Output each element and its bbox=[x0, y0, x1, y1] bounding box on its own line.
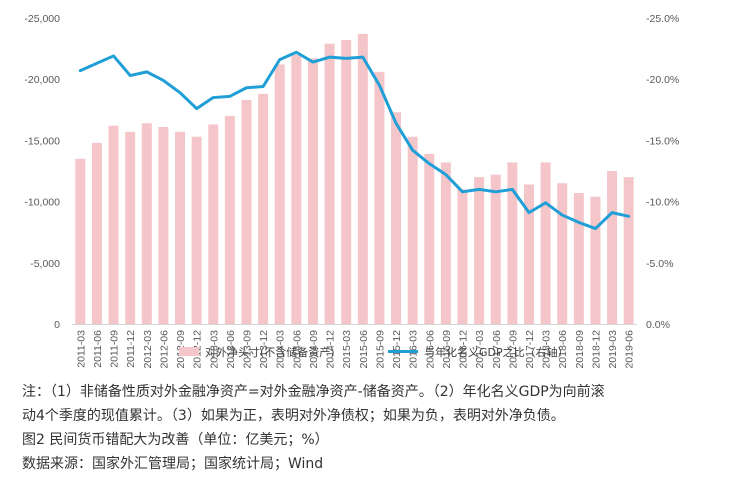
x-tick-label: 2012-06 bbox=[158, 330, 170, 369]
right-tick-label: -25.0% bbox=[646, 13, 679, 25]
legend-label-line: 与年化名义GDP之比（右轴） bbox=[424, 345, 569, 359]
data-source: 数据来源：国家外汇管理局；国家统计局；Wind bbox=[22, 456, 324, 472]
x-tick-label: 2012-03 bbox=[142, 330, 154, 369]
x-tick-label: 2018-03 bbox=[541, 330, 553, 369]
x-tick-label: 2013-09 bbox=[242, 330, 254, 369]
bar-2016-03 bbox=[407, 136, 418, 324]
x-tick-label: 2016-06 bbox=[424, 330, 436, 369]
x-tick-label: 2011-06 bbox=[92, 330, 104, 368]
left-tick-label: -5,000 bbox=[30, 258, 60, 270]
bar-2015-06 bbox=[357, 33, 368, 324]
bar-2012-06 bbox=[158, 126, 169, 324]
bar-2015-03 bbox=[341, 40, 352, 324]
note-line-1: 注：（1）非储备性质对外金融净资产=对外金融净资产-储备资产。（2）年化名义GD… bbox=[22, 384, 605, 400]
bar-2017-06 bbox=[490, 174, 501, 324]
bar-2017-12 bbox=[523, 184, 534, 324]
right-tick-label: -5.0% bbox=[646, 258, 673, 270]
line-series-ratio bbox=[78, 50, 631, 231]
x-tick-label: 2016-03 bbox=[408, 330, 420, 369]
bar-2018-12 bbox=[590, 196, 601, 324]
x-tick-label: 2019-03 bbox=[607, 330, 619, 369]
bar-2012-09 bbox=[175, 131, 186, 324]
x-tick-label: 2018-09 bbox=[574, 330, 586, 369]
right-axis-ticks: -25.0% -20.0% -15.0% -10.0% -5.0% 0.0% bbox=[646, 13, 679, 331]
x-tick-label: 2014-06 bbox=[291, 330, 303, 369]
right-tick-label: 0.0% bbox=[646, 319, 670, 331]
bar-2019-06 bbox=[623, 177, 634, 324]
x-tick-label: 2019-06 bbox=[624, 330, 636, 369]
x-tick-label: 2015-09 bbox=[374, 330, 386, 369]
x-tick-label: 2017-03 bbox=[474, 330, 486, 369]
bar-2018-06 bbox=[557, 183, 568, 324]
bar-2015-09 bbox=[374, 71, 385, 324]
bar-2016-12 bbox=[457, 189, 468, 324]
bar-2014-09 bbox=[307, 58, 318, 324]
chart: -25,000 -20,000 -15,000 -10,000 -5,000 0 -25.… bbox=[24, 13, 679, 369]
x-tick-label: 2011-12 bbox=[125, 330, 137, 368]
bar-2015-12 bbox=[391, 112, 402, 324]
bar-2018-09 bbox=[573, 193, 584, 324]
legend: 对外净头寸(不含储备资产) 与年化名义GDP之比（右轴） bbox=[179, 345, 569, 359]
bar-2017-03 bbox=[474, 177, 485, 324]
x-tick-label: 2013-12 bbox=[258, 330, 270, 369]
x-tick-label: 2014-03 bbox=[275, 330, 287, 369]
figure-caption: 图2 民间货币错配大为改善（单位：亿美元；%） bbox=[22, 432, 329, 448]
left-tick-label: -20,000 bbox=[24, 74, 60, 86]
bar-2018-03 bbox=[540, 162, 551, 324]
legend-label-bar: 对外净头寸(不含储备资产) bbox=[205, 345, 335, 359]
x-tick-label: 2017-06 bbox=[491, 330, 503, 369]
bar-2014-03 bbox=[274, 64, 285, 324]
bar-2011-09 bbox=[108, 125, 119, 325]
left-tick-label: -25,000 bbox=[24, 13, 60, 25]
bar-2013-03 bbox=[208, 124, 219, 325]
left-tick-label: -10,000 bbox=[24, 197, 60, 209]
x-tick-label: 2017-12 bbox=[524, 330, 536, 369]
x-axis-ticks: 2011-03 2011-06 2011-09 2011-12 2012-03 2012-… bbox=[75, 330, 635, 369]
bar-2016-06 bbox=[424, 153, 435, 324]
bar-2014-06 bbox=[291, 54, 302, 324]
bar-2013-06 bbox=[224, 115, 235, 324]
bar-2016-09 bbox=[440, 162, 451, 324]
bar-2011-12 bbox=[125, 131, 136, 324]
x-tick-label: 2014-12 bbox=[325, 330, 337, 369]
x-tick-label: 2013-03 bbox=[208, 330, 220, 369]
bar-series bbox=[75, 33, 634, 325]
legend-swatch-bar bbox=[179, 347, 199, 356]
left-axis-ticks: -25,000 -20,000 -15,000 -10,000 -5,000 0 bbox=[24, 13, 60, 331]
x-tick-label: 2018-12 bbox=[591, 330, 603, 369]
x-tick-label: 2015-12 bbox=[391, 330, 403, 369]
note-line-2: 动4个季度的现值累计。（3）如果为正，表明对外净债权；如果为负，表明对外净负债。 bbox=[22, 408, 565, 424]
bar-2019-03 bbox=[607, 171, 618, 324]
right-tick-label: -20.0% bbox=[646, 74, 679, 86]
bar-2012-03 bbox=[141, 123, 152, 324]
bar-2014-12 bbox=[324, 43, 335, 324]
x-tick-label: 2011-03 bbox=[75, 330, 87, 368]
left-tick-label: 0 bbox=[54, 319, 60, 331]
left-tick-label: -15,000 bbox=[24, 135, 60, 147]
x-tick-label: 2013-06 bbox=[225, 330, 237, 369]
bar-2011-06 bbox=[91, 142, 102, 324]
bar-2012-12 bbox=[191, 136, 202, 324]
x-tick-label: 2011-09 bbox=[109, 330, 121, 368]
x-tick-label: 2015-03 bbox=[341, 330, 353, 369]
right-tick-label: -10.0% bbox=[646, 197, 679, 209]
x-tick-label: 2014-09 bbox=[308, 330, 320, 369]
right-tick-label: -15.0% bbox=[646, 135, 679, 147]
x-tick-label: 2016-12 bbox=[458, 330, 470, 369]
x-tick-label: 2017-09 bbox=[507, 330, 519, 369]
x-tick-label: 2015-06 bbox=[358, 330, 370, 369]
x-tick-label: 2016-09 bbox=[441, 330, 453, 369]
x-tick-label: 2018-06 bbox=[557, 330, 569, 369]
bar-2013-09 bbox=[241, 100, 252, 324]
bar-2011-03 bbox=[75, 158, 86, 324]
bar-2017-09 bbox=[507, 162, 518, 324]
bar-2013-12 bbox=[258, 93, 269, 324]
